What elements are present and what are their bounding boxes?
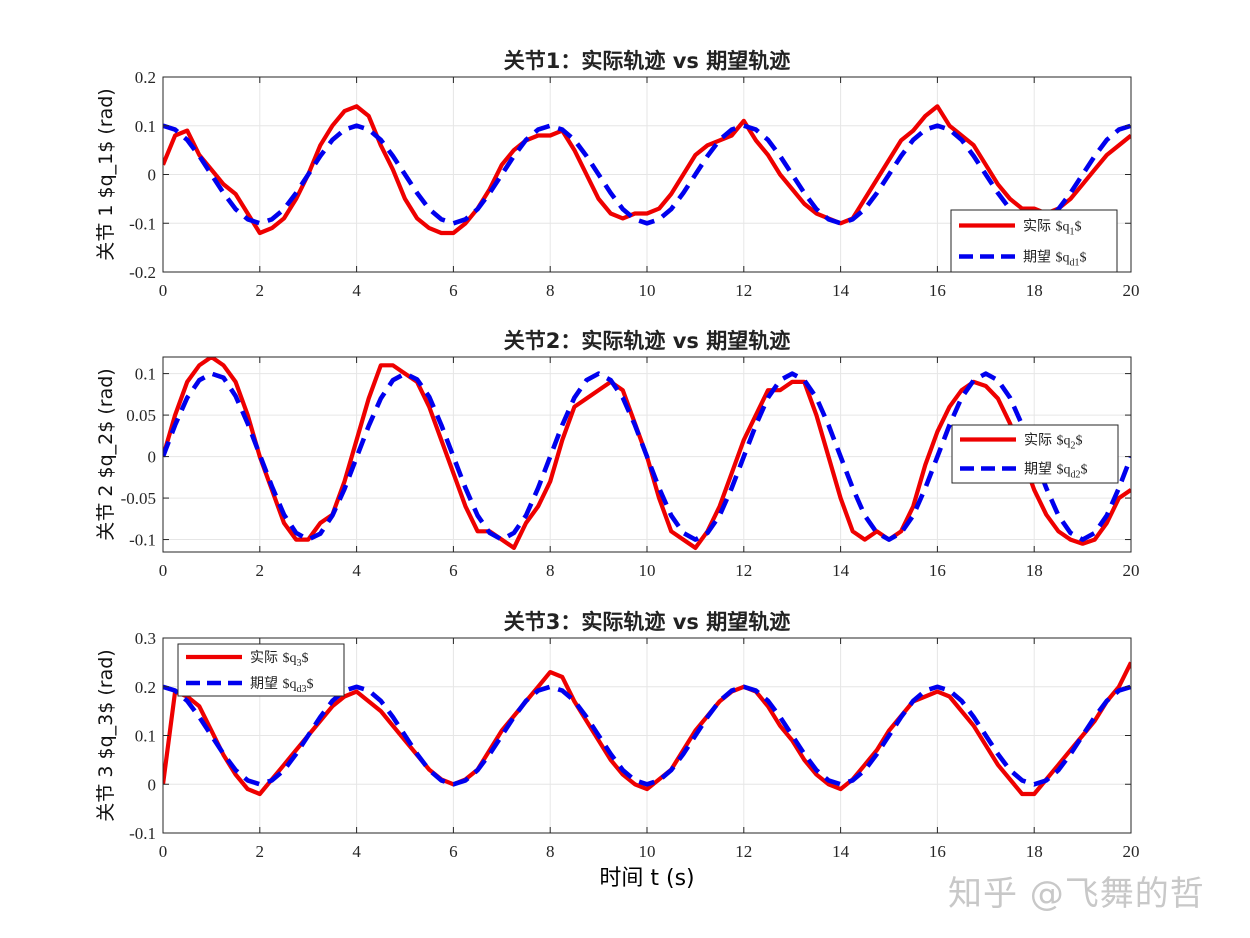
x-tick-label: 0 (159, 842, 168, 861)
x-tick-label: 18 (1026, 281, 1043, 300)
x-tick-label: 10 (639, 561, 656, 580)
x-tick-label: 8 (546, 561, 555, 580)
legend-box (177, 643, 345, 697)
x-tick-label: 14 (832, 842, 850, 861)
x-tick-label: 2 (256, 561, 265, 580)
y-tick-label: -0.1 (129, 531, 156, 550)
series-desired-line (163, 371, 1131, 542)
legend-label-text: 实际 (250, 650, 282, 666)
x-tick-label: 8 (546, 842, 555, 861)
legend-label-sub: 1 (1069, 227, 1074, 238)
y-axis-label: 关节 2 $q_2$ (rad) (95, 368, 117, 540)
x-tick-label: 8 (546, 281, 555, 300)
legend-label-math: $q (282, 651, 296, 666)
series-actual-line (163, 104, 1131, 236)
legend-label-text: 期望 (250, 676, 282, 692)
legend-label: 实际 $q3$ (250, 650, 308, 669)
x-tick-label: 12 (735, 842, 752, 861)
legend-label: 期望 $qd2$ (1024, 462, 1087, 481)
x-tick-label: 12 (735, 281, 752, 300)
x-tick-label: 4 (352, 561, 361, 580)
series-actual-line (163, 661, 1131, 797)
legend-label-text: 期望 (1023, 250, 1055, 266)
legend-label-sub: 3 (296, 658, 301, 669)
x-tick-label: 16 (929, 561, 946, 580)
legend-label-math: $q (1055, 251, 1069, 266)
x-tick-label: 4 (352, 842, 361, 861)
x-tick-label: 10 (639, 281, 656, 300)
y-tick-label: 0.1 (135, 365, 156, 384)
legend-label-tail: $ (1079, 251, 1086, 266)
chart-panel-2: 0 2 4 6 8 10 12 14 16 18 20 -0.1 -0.05 0 0.05 0.1 关节2：实际… (95, 329, 1140, 580)
x-tick-label: 18 (1026, 842, 1043, 861)
y-tick-label: -0.1 (129, 214, 156, 233)
series-desired-line (163, 684, 1131, 787)
x-tick-label: 14 (832, 561, 850, 580)
legend-label-sub: d2 (1070, 470, 1080, 481)
legend-label-math: $q (282, 677, 296, 692)
legend-label-tail: $ (1074, 220, 1081, 235)
legend-label: 期望 $qd1$ (1023, 250, 1086, 269)
legend-label-tail: $ (1080, 463, 1087, 478)
y-tick-label: 0.05 (126, 406, 156, 425)
x-tick-label: 18 (1026, 561, 1043, 580)
y-tick-label: 0 (148, 448, 157, 467)
x-tick-label: 6 (449, 281, 458, 300)
legend-label: 实际 $q2$ (1024, 433, 1082, 452)
watermark: 知乎 @飞舞的哲 (948, 874, 1205, 914)
legend-box (951, 424, 1119, 484)
x-axis-label: 时间 t (s) (599, 866, 694, 891)
series-desired-line (163, 123, 1131, 226)
chart-panel-1: 0 2 4 6 8 10 12 14 16 18 20 -0.2 -0.1 0 0.1 0.2 关节1：实际轨迹… (95, 49, 1140, 300)
y-axis-label: 关节 1 $q_1$ (rad) (95, 88, 117, 260)
x-tick-label: 4 (352, 281, 361, 300)
y-tick-label: 0.1 (135, 117, 156, 136)
x-tick-label: 14 (832, 281, 850, 300)
legend-label-tail: $ (301, 651, 308, 666)
y-tick-label: -0.2 (129, 263, 156, 282)
x-tick-label: 6 (449, 842, 458, 861)
legend-label-text: 实际 (1023, 219, 1055, 235)
y-axis-label: 关节 3 $q_3$ (rad) (95, 649, 117, 821)
x-tick-label: 20 (1123, 281, 1140, 300)
x-tick-label: 2 (256, 842, 265, 861)
x-tick-label: 10 (639, 842, 656, 861)
legend-label-sub: d1 (1069, 258, 1079, 269)
legend-label-sub: 2 (1070, 441, 1075, 452)
y-tick-label: -0.1 (129, 824, 156, 843)
legend-label-sub: d3 (296, 684, 306, 695)
chart-panel-3: 0 2 4 6 8 10 12 14 16 18 20-0.100.10.20.3关节3：实际轨迹 … (95, 610, 1140, 861)
legend-label-tail: $ (306, 677, 313, 692)
x-tick-label: 16 (929, 842, 946, 861)
legend-label-text: 期望 (1024, 462, 1056, 478)
legend-label-math: $q (1055, 220, 1069, 235)
x-tick-label: 20 (1123, 842, 1140, 861)
legend-label-math: $q (1056, 434, 1070, 449)
chart-title: 关节2：实际轨迹 vs 期望轨迹 (504, 329, 790, 353)
x-tick-label: 0 (159, 281, 168, 300)
legend-label-math: $q (1056, 463, 1070, 478)
y-tick-label: 0 (148, 775, 157, 794)
chart-title: 关节3：实际轨迹 vs 期望轨迹 (504, 610, 790, 634)
x-tick-label: 2 (256, 281, 265, 300)
y-tick-label: -0.05 (121, 489, 156, 508)
legend-label: 期望 $qd3$ (250, 676, 313, 695)
y-tick-label: 0.1 (135, 727, 156, 746)
chart-title: 关节1：实际轨迹 vs 期望轨迹 (504, 49, 790, 73)
x-tick-label: 6 (449, 561, 458, 580)
y-tick-label: 0 (148, 166, 157, 185)
y-tick-label: 0.2 (135, 68, 156, 87)
y-tick-label: 0.3 (135, 629, 156, 648)
legend-box (950, 209, 1118, 273)
y-tick-label: 0.2 (135, 678, 156, 697)
x-tick-label: 20 (1123, 561, 1140, 580)
x-tick-label: 12 (735, 561, 752, 580)
legend-label-text: 实际 (1024, 433, 1056, 449)
legend-label-tail: $ (1075, 434, 1082, 449)
x-tick-label: 16 (929, 281, 946, 300)
x-tick-label: 0 (159, 561, 168, 580)
legend-label: 实际 $q1$ (1023, 219, 1081, 238)
